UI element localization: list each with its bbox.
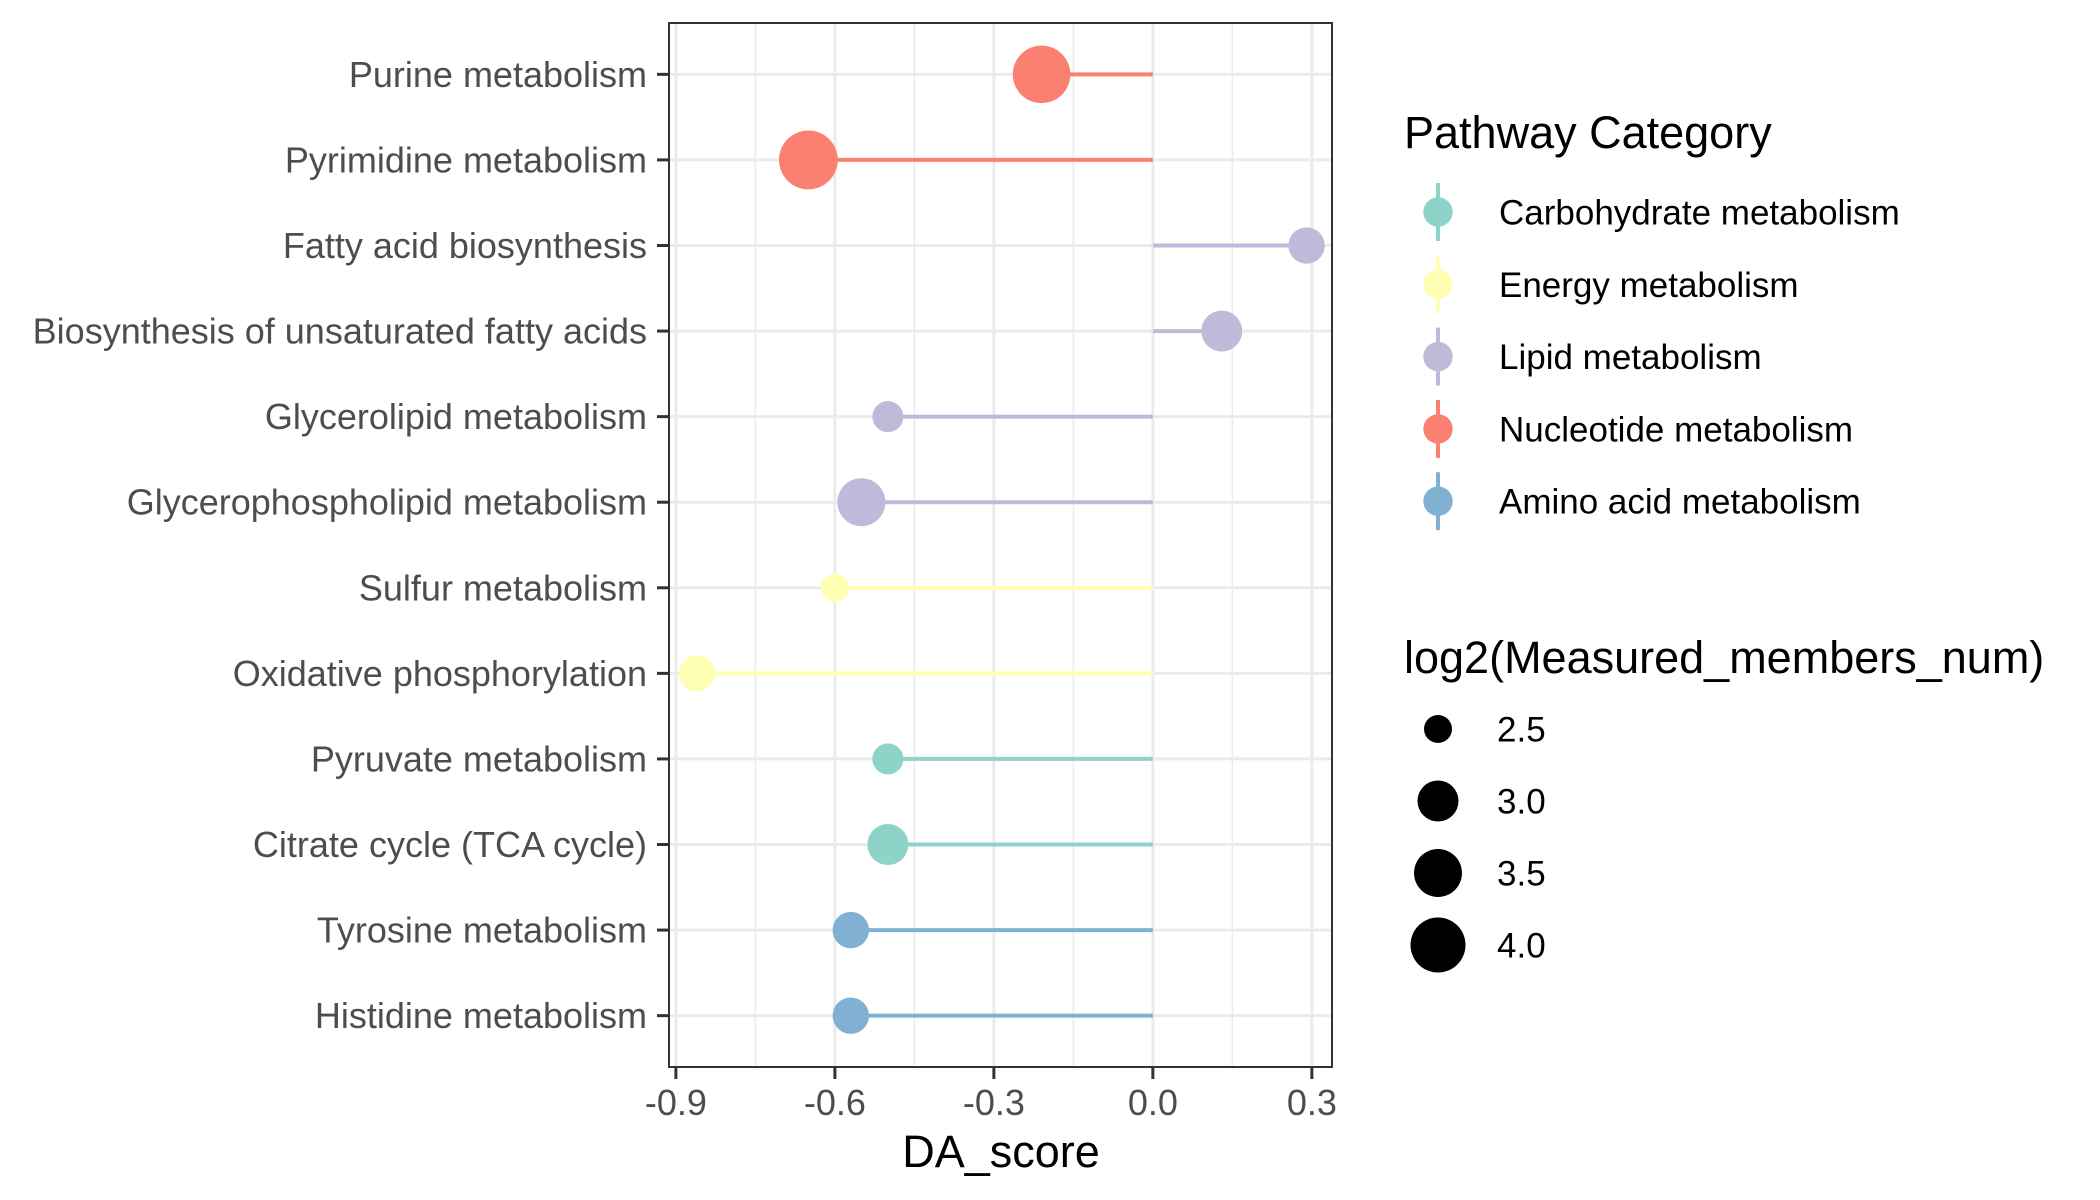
- size-legend-point: [1410, 917, 1466, 973]
- lollipop-point: [1012, 45, 1071, 104]
- panel-border: [668, 22, 1333, 1068]
- legend-key-point: [1423, 197, 1453, 227]
- size-legend-point: [1414, 849, 1462, 897]
- x-tick-label: 0.3: [1287, 1082, 1337, 1123]
- size-legend-point: [1424, 715, 1452, 743]
- size-legend-title: log2(Measured_members_num): [1404, 632, 2044, 683]
- panel-background: [669, 23, 1332, 1067]
- size-legend: log2(Measured_members_num) 2.5 3.0 3.5 4.0: [1404, 632, 2044, 973]
- y-tick-label: Fatty acid biosynthesis: [283, 225, 647, 266]
- legend-key-point: [1423, 341, 1453, 372]
- size-legend-item: 3.0: [1417, 780, 1546, 822]
- plot-panel: [668, 22, 1333, 1068]
- legend-key-point: [1423, 269, 1453, 299]
- lollipop-point: [678, 655, 716, 692]
- color-legend-title: Pathway Category: [1404, 107, 1772, 158]
- y-tick-label: Glycerolipid metabolism: [265, 396, 647, 437]
- color-legend: Pathway Category Carbohydrate metabolism…: [1404, 107, 1900, 531]
- color-legend-label: Amino acid metabolism: [1499, 483, 1861, 522]
- size-legend-item: 3.5: [1414, 849, 1546, 897]
- size-legend-item: 4.0: [1410, 917, 1546, 973]
- lollipop-point: [820, 573, 849, 602]
- y-axis: Purine metabolism Pyrimidine metabolism Fa…: [33, 54, 669, 1036]
- x-axis-title: DA_score: [902, 1126, 1100, 1177]
- x-axis: -0.9 -0.6 -0.3 0.0 0.3: [645, 1067, 1337, 1123]
- x-tick-label: 0.0: [1128, 1082, 1178, 1123]
- color-legend-item: Energy metabolism: [1423, 255, 1799, 314]
- size-legend-point: [1417, 780, 1459, 822]
- lollipop-point: [872, 743, 904, 775]
- color-legend-item: Amino acid metabolism: [1423, 472, 1861, 531]
- size-legend-item: 2.5: [1424, 711, 1546, 750]
- lollipop-point: [832, 997, 869, 1034]
- size-legend-label: 2.5: [1497, 711, 1546, 750]
- color-legend-item: Lipid metabolism: [1423, 327, 1762, 386]
- y-tick-label: Oxidative phosphorylation: [233, 653, 647, 694]
- legend-key-point: [1423, 486, 1453, 516]
- minor-gridlines: [754, 23, 1234, 1067]
- lollipop-point: [1201, 310, 1243, 352]
- x-tick-label: -0.6: [804, 1082, 866, 1123]
- lollipop-point: [837, 478, 886, 527]
- y-tick-label: Citrate cycle (TCA cycle): [253, 824, 647, 865]
- y-tick-label: Sulfur metabolism: [359, 567, 647, 608]
- lollipop-stems: [697, 72, 1307, 1018]
- size-legend-label: 4.0: [1497, 927, 1546, 966]
- lollipop-points: [678, 45, 1325, 1034]
- color-legend-item: Carbohydrate metabolism: [1423, 183, 1900, 241]
- y-tick-label: Biosynthesis of unsaturated fatty acids: [33, 311, 647, 352]
- size-legend-label: 3.0: [1497, 783, 1546, 822]
- lollipop-point: [832, 911, 869, 949]
- lollipop-point: [1288, 227, 1325, 264]
- y-tick-label: Tyrosine metabolism: [317, 910, 647, 951]
- color-legend-label: Lipid metabolism: [1499, 338, 1762, 377]
- x-tick-label: -0.3: [963, 1082, 1025, 1123]
- color-legend-label: Nucleotide metabolism: [1499, 410, 1853, 449]
- color-legend-label: Carbohydrate metabolism: [1499, 194, 1900, 233]
- y-tick-label: Pyruvate metabolism: [311, 738, 647, 779]
- color-legend-label: Energy metabolism: [1499, 266, 1799, 305]
- y-tick-label: Purine metabolism: [349, 54, 647, 95]
- legend-key-point: [1423, 414, 1453, 444]
- y-tick-label: Histidine metabolism: [315, 995, 647, 1036]
- y-tick-label: Pyrimidine metabolism: [285, 139, 647, 180]
- lollipop-point: [872, 401, 904, 433]
- y-tick-label: Glycerophospholipid metabolism: [127, 482, 647, 523]
- color-legend-item: Nucleotide metabolism: [1423, 399, 1853, 458]
- size-legend-label: 3.5: [1497, 855, 1546, 894]
- x-tick-label: -0.9: [645, 1082, 707, 1123]
- lollipop-point: [867, 824, 909, 866]
- lollipop-point: [778, 130, 838, 190]
